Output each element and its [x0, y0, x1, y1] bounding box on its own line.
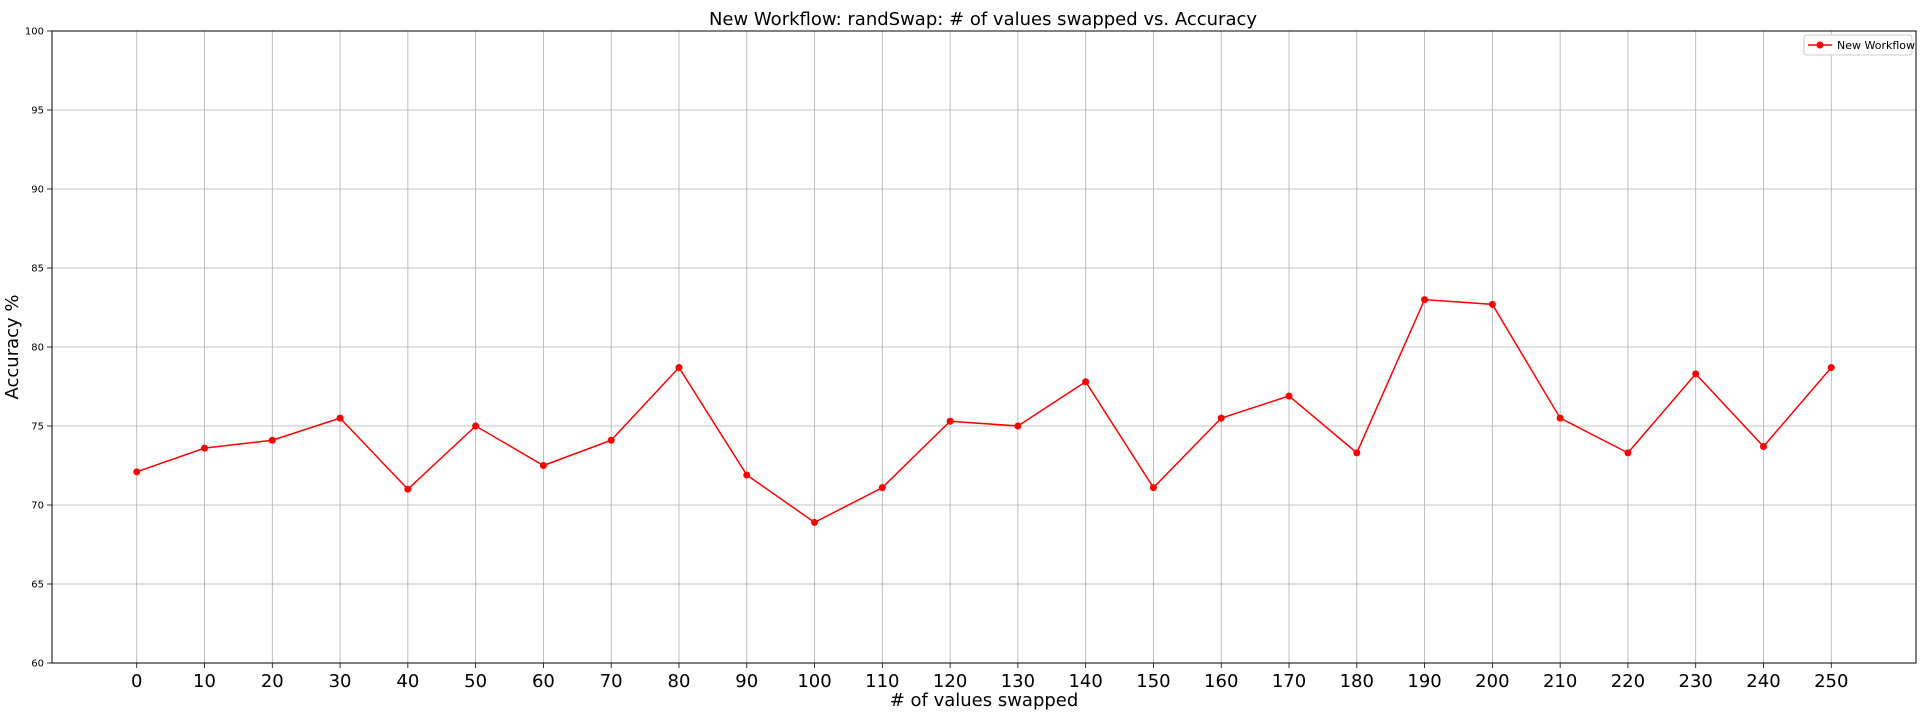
y-axis-label: Accuracy % [2, 294, 23, 399]
data-point [1082, 378, 1090, 386]
data-point [675, 364, 683, 372]
x-tick-label: 100 [797, 671, 831, 692]
x-tick-label: 60 [532, 671, 555, 692]
y-tick-label: 85 [31, 264, 44, 275]
x-tick-label: 50 [464, 671, 487, 692]
data-point [1759, 443, 1767, 451]
x-tick-label: 30 [329, 671, 352, 692]
data-point [268, 436, 276, 444]
x-tick-label: 230 [1679, 671, 1713, 692]
data-point [811, 518, 819, 526]
data-point [1624, 449, 1632, 457]
legend: New Workflow [1803, 34, 1915, 56]
y-tick-label: 95 [31, 106, 44, 117]
data-point [1285, 392, 1293, 400]
data-point [1556, 414, 1564, 422]
x-tick-label: 140 [1068, 671, 1102, 692]
x-tick-label: 120 [933, 671, 967, 692]
series-layer [133, 296, 1835, 526]
data-point [472, 422, 480, 430]
x-tick-label: 160 [1204, 671, 1238, 692]
x-tick-label: 80 [668, 671, 691, 692]
x-tick-label: 220 [1611, 671, 1645, 692]
x-tick-label: 250 [1814, 671, 1848, 692]
x-tick-label: 0 [131, 671, 142, 692]
x-tick-label: 190 [1407, 671, 1441, 692]
data-point [607, 436, 615, 444]
data-point [133, 468, 141, 476]
data-point [201, 444, 209, 452]
x-tick-label: 150 [1136, 671, 1170, 692]
grid-layer [52, 30, 1916, 664]
y-tick-label: 100 [25, 27, 44, 38]
x-tick-label: 130 [1001, 671, 1035, 692]
y-tick-label: 70 [31, 501, 44, 512]
data-point [1421, 296, 1429, 304]
legend-label: New Workflow [1837, 39, 1915, 52]
data-point [404, 485, 412, 493]
data-point [1217, 414, 1225, 422]
x-tick-label: 110 [865, 671, 899, 692]
y-tick-label: 65 [31, 580, 44, 591]
data-point [1149, 484, 1157, 492]
data-point [1014, 422, 1022, 430]
data-point [539, 462, 547, 469]
chart-title: New Workflow: randSwap: # of values swap… [709, 9, 1257, 30]
y-tick-label: 60 [31, 659, 44, 670]
data-point [336, 414, 344, 422]
x-tick-label: 170 [1272, 671, 1306, 692]
x-tick-label: 240 [1746, 671, 1780, 692]
data-point [1827, 364, 1835, 372]
data-point [946, 417, 954, 425]
x-tick-label: 70 [600, 671, 623, 692]
data-point [1353, 449, 1361, 457]
x-tick-label: 200 [1475, 671, 1509, 692]
data-point [1692, 370, 1700, 378]
y-tick-label: 80 [31, 343, 44, 354]
y-tick-label: 75 [31, 422, 44, 433]
x-tick-label: 10 [193, 671, 216, 692]
tick-layer: 0 10 20 30 40 50 60 70 80 90 100 110 120 130 140 150 160… [25, 27, 1849, 693]
y-tick-label: 90 [31, 185, 44, 196]
legend-box [1803, 34, 1913, 56]
x-tick-label: 20 [261, 671, 284, 692]
data-point [1488, 300, 1496, 308]
data-point [743, 471, 751, 479]
x-tick-label: 40 [396, 671, 419, 692]
legend-marker-swatch [1816, 41, 1824, 49]
x-tick-label: 90 [735, 671, 758, 692]
data-point [878, 484, 886, 492]
x-tick-label: 180 [1340, 671, 1374, 692]
series-line [136, 298, 1832, 524]
x-axis-label: # of values swapped [890, 690, 1079, 711]
x-tick-label: 210 [1543, 671, 1577, 692]
